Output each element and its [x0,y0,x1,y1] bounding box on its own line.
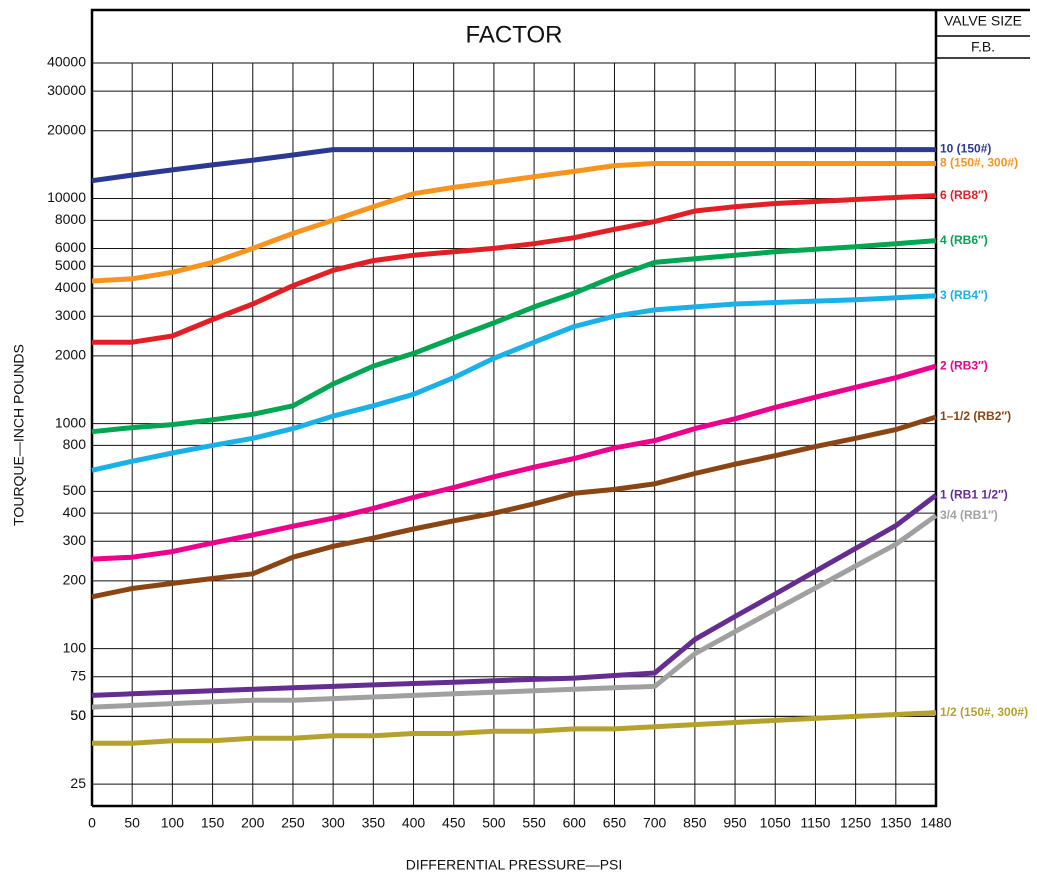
x-tick-label: 650 [603,815,627,831]
x-tick-label: 700 [643,815,667,831]
series-line [91,513,938,710]
y-tick-label: 2000 [55,347,86,363]
x-tick-label: 200 [241,815,265,831]
series-line [91,238,937,435]
series-line [91,363,937,562]
series-label: 3 (RB4″) [940,288,988,302]
x-tick-label: 500 [482,815,506,831]
series-line [92,710,937,746]
x-tick-label: 550 [522,815,546,831]
x-axis-label: DIFFERENTIAL PRESSURE—PSI [406,857,623,873]
x-tick-label: 1350 [880,815,911,831]
series-label: 2 (RB3″) [940,358,988,372]
x-tick-label: 150 [201,815,225,831]
y-tick-label: 10000 [47,189,86,205]
x-tick-label: 50 [124,815,140,831]
y-tick-label: 500 [63,482,87,498]
x-tick-label: 1050 [760,815,791,831]
y-tick-label: 5000 [55,257,86,273]
series-label: 10 (150#) [940,142,991,156]
y-tick-label: 100 [63,639,87,655]
x-tick-label: 300 [321,815,345,831]
chart-title: FACTOR [466,21,563,48]
legend-subtitle: F.B. [971,39,995,55]
y-tick-label: 1000 [55,414,86,430]
series-label: 1/2 (150#, 300#) [940,705,1028,719]
y-tick-label: 4000 [55,279,86,295]
x-tick-label: 350 [362,815,386,831]
x-tick-label: 100 [161,815,185,831]
y-tick-label: 25 [70,775,86,791]
y-tick-label: 200 [63,572,87,588]
y-tick-label: 8000 [55,211,86,227]
y-tick-label: 30000 [47,82,86,98]
series-label: 6 (RB8″) [940,188,988,202]
y-tick-label: 400 [63,504,87,520]
series-line [91,493,938,698]
x-tick-label: 450 [442,815,466,831]
series-label: 3/4 (RB1″) [940,508,998,522]
series-label: 4 (RB6″) [940,233,988,247]
legend-title: VALVE SIZE [944,13,1022,29]
x-tick-label: 400 [402,815,426,831]
x-tick-label: 1250 [840,815,871,831]
series-line [91,414,937,600]
x-tick-label: 0 [88,815,96,831]
series-line [91,293,937,473]
y-tick-label: 50 [70,707,86,723]
y-tick-label: 40000 [47,54,86,70]
series-line [91,147,936,184]
y-tick-label: 6000 [55,239,86,255]
x-tick-label: 1480 [920,815,951,831]
x-tick-label: 950 [723,815,747,831]
x-tick-label: 1150 [800,815,830,831]
series-label: 1–1/2 (RB2″) [940,409,1011,423]
series-label: 1 (RB1 1/2″) [940,488,1008,502]
plot-frame [90,8,1030,808]
y-tick-label: 3000 [55,307,86,323]
y-tick-label: 75 [70,667,86,683]
y-tick-label: 50 [70,707,86,723]
y-tick-label: 300 [63,532,87,548]
series-line [92,193,937,345]
y-axis-label: TOURQUE—INCH POUNDS [11,344,27,526]
series-line [91,161,936,284]
series-label: 8 (150#, 300#) [940,156,1018,170]
y-tick-label: 20000 [47,121,86,137]
x-tick-label: 850 [683,815,707,831]
x-tick-label: 600 [563,815,587,831]
x-tick-label: 250 [281,815,305,831]
y-tick-label: 800 [63,436,87,452]
